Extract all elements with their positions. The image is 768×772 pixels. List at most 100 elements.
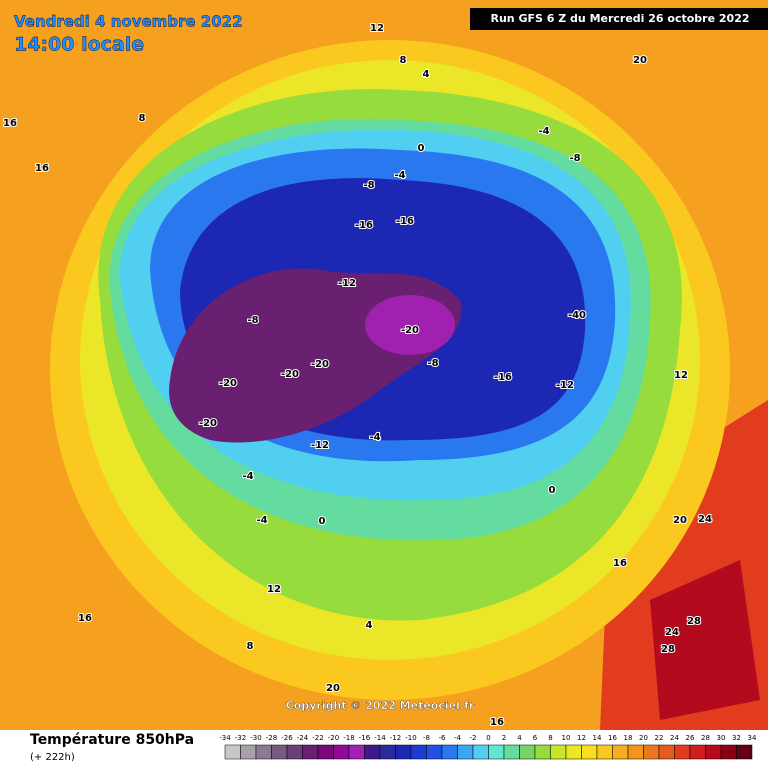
legend-swatch xyxy=(364,744,381,760)
contour-label: -16 xyxy=(396,216,414,227)
legend-swatch xyxy=(720,744,737,760)
legend-swatch xyxy=(317,744,334,760)
legend-swatch xyxy=(441,744,458,760)
legend-tick-label: -18 xyxy=(343,734,354,742)
legend-swatch xyxy=(736,744,753,760)
contour-label: 8 xyxy=(247,641,254,652)
contour-label: 28 xyxy=(661,644,675,655)
legend-swatch xyxy=(271,744,288,760)
contour-label: -16 xyxy=(494,372,512,383)
legend-title: Température 850hPa xyxy=(30,732,194,748)
contour-label: -12 xyxy=(556,380,574,391)
legend-swatch xyxy=(224,744,241,760)
contour-label: 8 xyxy=(400,55,407,66)
contour-label: -4 xyxy=(369,432,380,443)
contour-label: 0 xyxy=(319,516,326,527)
zone-magenta xyxy=(365,295,455,355)
legend-swatch xyxy=(426,744,443,760)
legend-swatch xyxy=(348,744,365,760)
legend-swatch xyxy=(689,744,706,760)
contour-label: 24 xyxy=(698,514,712,525)
contour-label: 28 xyxy=(687,616,701,627)
legend-subtitle: (+ 222h) xyxy=(30,752,75,763)
legend-tick-label: 4 xyxy=(517,734,522,742)
contour-label: 12 xyxy=(674,370,688,381)
legend-tick-label: 28 xyxy=(701,734,710,742)
legend-tick-label: -34 xyxy=(219,734,231,742)
legend-swatch xyxy=(534,744,551,760)
legend-swatch xyxy=(302,744,319,760)
legend-swatch xyxy=(612,744,629,760)
run-box xyxy=(470,8,768,30)
legend-tick-label: 22 xyxy=(655,734,664,742)
legend-swatch xyxy=(643,744,660,760)
legend-tick-label: 32 xyxy=(732,734,741,742)
legend-swatch xyxy=(457,744,474,760)
contour-label: 16 xyxy=(78,613,92,624)
legend-swatch xyxy=(286,744,303,760)
contour-label: 4 xyxy=(366,620,373,631)
legend-tick-label: 12 xyxy=(577,734,586,742)
contour-label: 16 xyxy=(3,118,17,129)
legend-swatch xyxy=(581,744,598,760)
legend-tick-label: 16 xyxy=(608,734,617,742)
run-info: Run GFS 6 Z du Mercredi 26 octobre 2022 xyxy=(490,12,749,25)
hot-region xyxy=(650,560,760,720)
legend-tick-label: 20 xyxy=(639,734,648,742)
contour-label: -20 xyxy=(199,418,217,429)
legend-tick-label: 8 xyxy=(548,734,552,742)
contour-label: -8 xyxy=(247,315,258,326)
contour-label: -20 xyxy=(219,378,237,389)
copyright: Copyright © 2022 Meteociel.fr xyxy=(286,699,475,712)
contour-label: -4 xyxy=(538,126,549,137)
legend-swatch xyxy=(255,744,272,760)
legend-swatch xyxy=(333,744,350,760)
legend-tick-label: -12 xyxy=(390,734,401,742)
legend-swatch xyxy=(550,744,567,760)
legend-swatch xyxy=(503,744,520,760)
contour-label: -12 xyxy=(311,440,329,451)
contour-label: -8 xyxy=(427,358,438,369)
legend-tick-label: 30 xyxy=(717,734,726,742)
legend-tick-label: 24 xyxy=(670,734,679,742)
legend-swatch xyxy=(410,744,427,760)
contour-label: -4 xyxy=(242,471,253,482)
contour-label: -16 xyxy=(355,220,373,231)
legend-tick-label: 6 xyxy=(533,734,538,742)
contour-label: -8 xyxy=(363,180,374,191)
contour-label: 20 xyxy=(326,683,340,694)
legend-swatch xyxy=(472,744,489,760)
legend-swatch xyxy=(674,744,691,760)
legend-swatch xyxy=(596,744,613,760)
contour-label: 16 xyxy=(35,163,49,174)
contour-label: 16 xyxy=(490,717,504,728)
contour-label: 0 xyxy=(549,485,556,496)
legend-tick-label: -16 xyxy=(359,734,371,742)
contour-label: -12 xyxy=(338,278,356,289)
contour-label: -4 xyxy=(256,515,267,526)
contour-label: 4 xyxy=(423,69,430,80)
legend-swatch xyxy=(488,744,505,760)
legend-swatch xyxy=(240,744,257,760)
legend-swatch xyxy=(379,744,396,760)
legend-tick-label: 2 xyxy=(502,734,506,742)
contour-label: 16 xyxy=(613,558,627,569)
contour-label: 0 xyxy=(418,143,425,154)
legend-tick-label: -32 xyxy=(235,734,246,742)
contour-label: -8 xyxy=(569,153,580,164)
contour-label: -20 xyxy=(281,369,299,380)
legend-tick-label: -26 xyxy=(281,734,293,742)
contour-label: -20 xyxy=(401,325,419,336)
contour-label: 20 xyxy=(633,55,647,66)
contour-label: 24 xyxy=(665,627,679,638)
legend-tick-label: -6 xyxy=(439,734,447,742)
legend-tick-label: -8 xyxy=(423,734,430,742)
legend-tick-label: -24 xyxy=(297,734,309,742)
contour-label: 8 xyxy=(139,113,146,124)
contour-label: -20 xyxy=(311,359,329,370)
contour-label: 12 xyxy=(267,584,281,595)
legend-tick-label: -14 xyxy=(374,734,386,742)
contour-label: 12 xyxy=(370,23,384,34)
